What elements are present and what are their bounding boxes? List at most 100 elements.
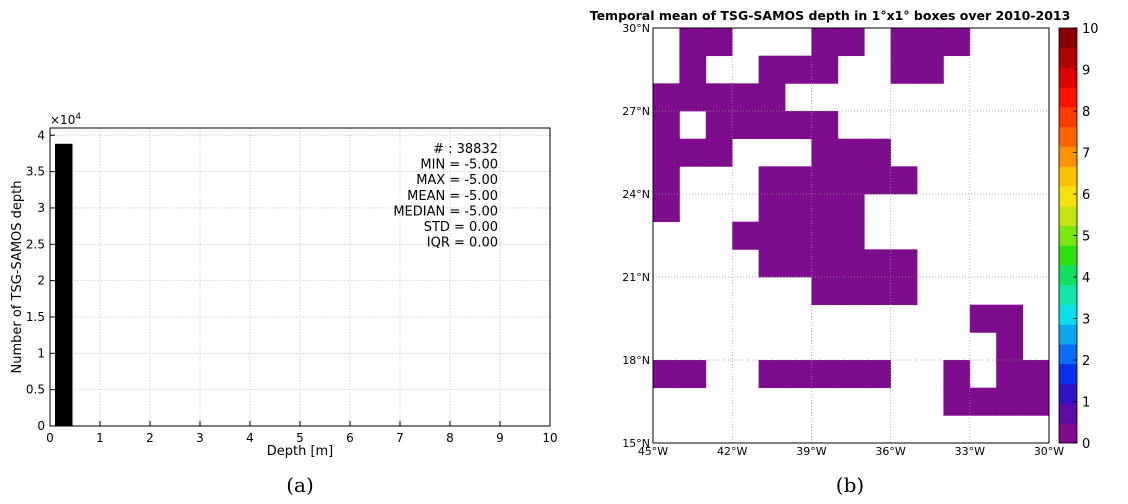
map-cell (758, 360, 786, 389)
y-multiplier: ×104 (50, 112, 81, 127)
colorbar-segment (1059, 403, 1077, 424)
map-cell (890, 249, 918, 278)
colorbar-segment (1059, 166, 1077, 187)
x-tick-label: 5 (296, 431, 304, 445)
colorbar-segment (1059, 126, 1077, 147)
histogram-bars (55, 143, 73, 426)
x-tick-label: 0 (46, 431, 54, 445)
map-cell (996, 387, 1023, 416)
map-cell (785, 166, 812, 195)
map-cell (837, 221, 865, 250)
map-cell (653, 166, 680, 195)
y-tick-label: 3 (37, 201, 45, 215)
colorbar-segment (1059, 245, 1077, 266)
map-cell (811, 360, 839, 389)
map-cell (732, 83, 759, 112)
y-tick-label: 0.5 (26, 383, 45, 397)
colorbar-segment (1059, 47, 1077, 68)
colorbar-segment (1059, 423, 1077, 444)
map-cell (785, 111, 812, 140)
map-cell (890, 28, 918, 57)
colorbar-tick-label: 7 (1082, 147, 1090, 162)
map-y-tick-label: 21°N (622, 271, 650, 284)
colorbar-segment (1059, 146, 1077, 167)
map-cell (864, 249, 891, 278)
map-cell (653, 111, 680, 140)
stat-line: IQR = 0.00 (427, 236, 498, 251)
map-x-ticks: 45°W 42°W 39°W 36°W 33°W 30°W (638, 445, 1064, 458)
colorbar-segment (1059, 363, 1077, 385)
colorbar-segment (1059, 324, 1077, 345)
map-cell (679, 28, 707, 57)
x-tick-label: 6 (346, 431, 354, 445)
map-cell (837, 277, 865, 306)
map-cell (837, 28, 865, 57)
x-tick-label: 7 (396, 431, 404, 445)
colorbar-segment (1059, 383, 1077, 404)
colorbar-segment (1059, 344, 1077, 365)
x-tick-label: 3 (196, 431, 204, 445)
x-tick-label: 1 (96, 431, 104, 445)
colorbar-segment (1059, 87, 1077, 108)
map-cell (811, 194, 839, 223)
map-cell (943, 387, 971, 416)
colorbar-segment (1059, 265, 1077, 286)
map-cell (890, 166, 918, 195)
colorbar-segment (1059, 304, 1077, 325)
map-cell (811, 221, 839, 250)
stat-line: STD = 0.00 (424, 220, 498, 235)
map-x-tick-label: 36°W (875, 445, 905, 458)
stat-line: # : 38832 (433, 142, 498, 157)
map-cell (653, 194, 680, 223)
map-cell (758, 249, 786, 278)
map-cell (917, 55, 944, 84)
panel-a-caption: (a) (286, 473, 314, 497)
map-cell (943, 28, 971, 57)
map-cells (653, 28, 1050, 416)
stat-line: MEAN = -5.00 (407, 189, 498, 204)
map-cell (785, 221, 812, 250)
y-tick-label: 3.5 (26, 165, 45, 179)
map-cell (758, 55, 786, 84)
map-cell (837, 360, 865, 389)
map-cell (837, 194, 865, 223)
colorbar-segment (1059, 28, 1077, 49)
map-cell (653, 138, 680, 167)
map-y-tick-label: 27°N (622, 105, 650, 118)
map-cell (705, 83, 733, 112)
histogram-y-axis-label: Number of TSG-SAMOS depth (10, 180, 25, 373)
map-cell (705, 28, 733, 57)
map-x-tick-label: 42°W (717, 445, 747, 458)
map-cell (679, 360, 707, 389)
map-cell (653, 83, 680, 112)
colorbar-tick-label: 10 (1082, 22, 1099, 37)
map-cell (758, 166, 786, 195)
colorbar-tick-label: 6 (1082, 188, 1090, 203)
map-cell (653, 360, 680, 389)
x-tick-label: 8 (446, 431, 454, 445)
map-cell (890, 277, 918, 306)
map-cell (996, 332, 1023, 361)
map-cell (917, 28, 944, 57)
map-cell (969, 304, 997, 333)
y-tick-label: 1 (37, 346, 45, 360)
colorbar-segment (1059, 225, 1077, 246)
map-cell (996, 304, 1023, 333)
y-tick-label: 0 (37, 419, 45, 433)
map-cell (705, 111, 733, 140)
map-cell (811, 277, 839, 306)
map-cell (864, 138, 891, 167)
histogram-panel: 0 1 2 3 4 5 6 7 8 9 10 0 0.5 1 1.5 2 2.5 3 3.5 4 ×104 Dept… (10, 112, 558, 497)
x-tick-label: 2 (146, 431, 154, 445)
map-x-tick-label: 30°W (1034, 445, 1064, 458)
map-y-tick-label: 24°N (622, 188, 650, 201)
colorbar-tick-label: 8 (1082, 105, 1090, 120)
map-cell (758, 83, 786, 112)
y-tick-label: 2 (37, 274, 45, 288)
map-x-tick-label: 39°W (796, 445, 826, 458)
map-y-tick-label: 15°N (622, 437, 650, 450)
map-cell (679, 55, 707, 84)
colorbar-tick-label: 1 (1082, 396, 1090, 411)
x-tick-label: 4 (246, 431, 254, 445)
